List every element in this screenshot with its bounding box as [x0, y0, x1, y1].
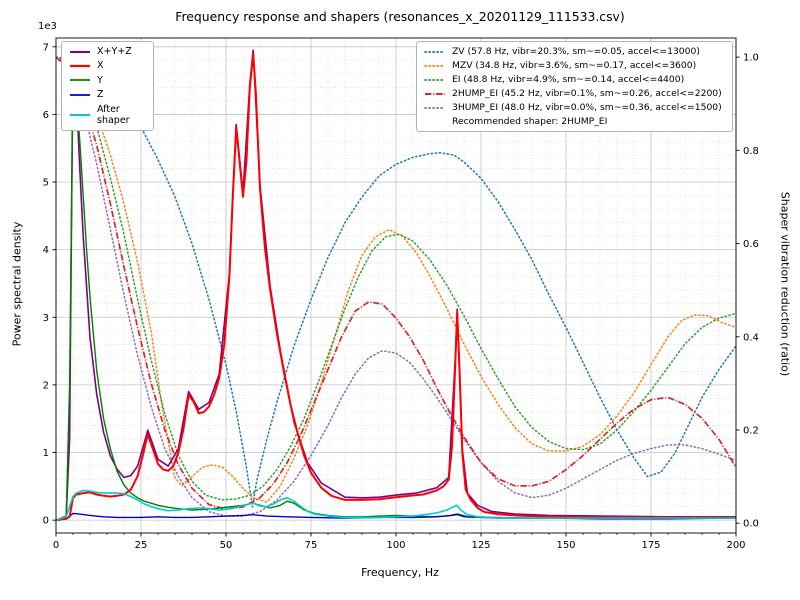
legend-item-after_shaper: After shaper [69, 104, 146, 127]
left-y-tick-label: 2 [43, 380, 49, 391]
after_shaper-line-swatch [70, 114, 90, 116]
x-tick-label: 100 [386, 540, 405, 551]
right-y-tick-label: 0.2 [743, 425, 759, 436]
shaper-curves [56, 56, 736, 517]
legend-recommended-note: Recommended shaper: 2HUMP_EI [452, 116, 608, 128]
series-mzv [56, 56, 736, 503]
legend-item-z: Z [69, 89, 146, 100]
left-axis-offset-text: 1e3 [38, 21, 57, 32]
right-y-tick-label: 0.8 [743, 146, 759, 157]
left-y-tick-label: 7 [43, 42, 49, 53]
series-z [56, 512, 736, 521]
left-y-axis-label: Power spectral density [10, 221, 24, 347]
right-y-tick-label: 0.6 [743, 239, 759, 250]
2hump_ei-line-swatch [425, 92, 445, 95]
left-y-tick-label: 6 [43, 110, 49, 121]
legend-item-ei: EI (48.8 Hz, vibr=4.9%, sm~=0.14, accel<… [424, 74, 725, 85]
psd-curves [56, 46, 736, 522]
zv-line-swatch [424, 50, 446, 53]
legend-label: EI (48.8 Hz, vibr=4.9%, sm~=0.14, accel<… [452, 74, 685, 86]
series-3hump_ei [56, 56, 736, 517]
x-tick-label: 50 [220, 540, 233, 551]
legend-label: X+Y+Z [97, 46, 132, 57]
psd-legend: X+Y+Z X Y Z After shaper [61, 41, 154, 132]
legend-label: 2HUMP_EI (45.2 Hz, vibr=0.1%, sm~=0.26, … [452, 88, 722, 100]
3hump_ei-line-swatch [424, 106, 446, 109]
shaper-legend: ZV (57.8 Hz, vibr=20.3%, sm~=0.05, accel… [416, 41, 733, 133]
legend-item-x: X [69, 60, 146, 71]
left-y-tick-label: 4 [43, 245, 49, 256]
x-axis-label: Frequency, Hz [361, 566, 439, 579]
series-2hump_ei [56, 56, 736, 511]
left-y-tick-label: 3 [43, 313, 49, 324]
xyz-line-swatch [70, 50, 90, 53]
right-y-tick-label: 0.4 [743, 332, 759, 343]
right-y-axis-label: Shaper vibration reduction (ratio) [778, 191, 792, 377]
z-line-swatch [70, 94, 90, 96]
series-zv [56, 56, 736, 508]
x-tick-label: 175 [641, 540, 660, 551]
mzv-line-swatch [424, 64, 446, 67]
series-ei [56, 56, 736, 501]
legend-item-mzv: MZV (34.8 Hz, vibr=3.6%, sm~=0.17, accel… [424, 60, 725, 71]
legend-label: MZV (34.8 Hz, vibr=3.6%, sm~=0.17, accel… [452, 60, 697, 72]
x-tick-label: 150 [556, 540, 575, 551]
legend-label: ZV (57.8 Hz, vibr=20.3%, sm~=0.05, accel… [452, 46, 700, 57]
x-tick-label: 125 [471, 540, 490, 551]
legend-label: Y [97, 74, 103, 86]
tick-marks [52, 46, 740, 537]
x-tick-label: 0 [53, 540, 59, 551]
x-tick-label: 75 [305, 540, 318, 551]
x-tick-label: 200 [726, 540, 745, 551]
series-after_shaper [56, 489, 736, 521]
chart-title: Frequency response and shapers (resonanc… [175, 9, 625, 24]
legend-label: X [97, 60, 104, 72]
legend-label: 3HUMP_EI (48.0 Hz, vibr=0.0%, sm~=0.36, … [452, 102, 722, 114]
legend-label: After shaper [97, 103, 130, 126]
ei-line-swatch [424, 78, 446, 81]
legend-item-2hump_ei: 2HUMP_EI (45.2 Hz, vibr=0.1%, sm~=0.26, … [424, 88, 725, 99]
x-tick-label: 25 [135, 540, 148, 551]
y-line-swatch [70, 79, 90, 82]
legend-item-y: Y [69, 75, 146, 86]
legend-item-zv: ZV (57.8 Hz, vibr=20.3%, sm~=0.05, accel… [424, 46, 725, 57]
left-y-tick-label: 5 [43, 178, 49, 189]
legend-label: Z [97, 89, 104, 101]
series-x [56, 52, 736, 522]
left-y-tick-label: 0 [43, 516, 49, 527]
right-y-tick-label: 0.0 [743, 519, 759, 530]
legend-item-3hump_ei: 3HUMP_EI (48.0 Hz, vibr=0.0%, sm~=0.36, … [424, 102, 725, 113]
right-y-tick-label: 1.0 [743, 53, 759, 64]
left-y-tick-label: 1 [43, 448, 49, 459]
legend-item-xyz: X+Y+Z [69, 46, 146, 57]
tick-labels: 0 25 50 75 100 125 150 175 200 0 1 2 3 4 5 6 7 0.0 0.2 0.4 0… [43, 42, 759, 551]
x-line-swatch [70, 64, 90, 68]
